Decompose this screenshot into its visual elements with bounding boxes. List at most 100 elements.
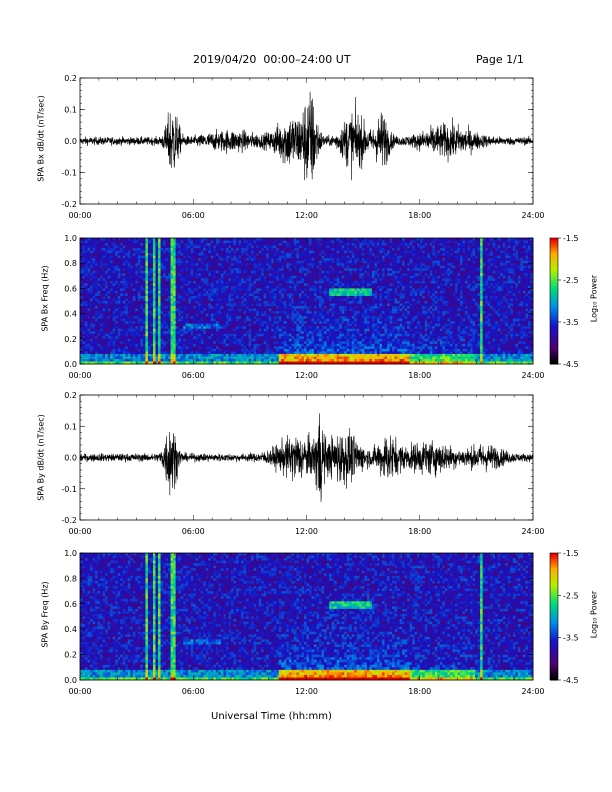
spectrogram-cell [85,293,88,297]
spectrogram-cell [246,338,250,342]
spectrogram-cell [223,306,227,309]
spectrogram-cell [301,278,305,282]
spectrogram-cell [137,260,141,264]
spectrogram-cell [233,343,237,347]
spectrogram-cell [208,346,212,350]
spectrogram-cell [97,308,101,312]
spectrogram-cell [102,283,106,287]
spectrogram-cell [165,326,169,330]
spectrogram-cell [236,358,239,362]
spectrogram-cell [188,298,192,302]
spectrogram-cell [188,323,192,327]
spectrogram-cell [87,326,91,330]
spectrogram-cell [238,243,242,246]
spectrogram-cell [283,280,287,284]
spectrogram-cell [198,306,202,309]
spectrogram-cell [150,341,154,345]
spectrogram-cell [125,243,129,246]
spectrogram-cell [145,361,149,365]
spectrogram-cell [132,268,136,272]
spectrogram-cell [165,245,169,249]
spectrogram-cell [228,358,232,362]
spectrogram-cell [102,248,106,251]
spectrogram-cell [243,293,247,297]
spectrogram-cell [165,253,169,257]
spectrogram-cell [251,358,255,362]
spectrogram-cell [263,333,267,337]
spectrogram-cell [132,316,136,320]
spectrogram-cell [231,275,234,279]
spectrogram-cell [100,338,104,342]
spectrogram-cell [286,356,290,360]
spectrogram-cell [82,338,86,342]
spectrogram-cell [283,346,287,350]
spectrogram-cell [271,298,275,302]
spectrogram-cell [231,341,234,345]
spectrogram-cell [193,341,197,345]
spectrogram-cell [243,250,247,254]
spectrogram-cell [293,295,297,299]
spectrogram-cell [117,273,121,277]
spectrogram-cell [283,253,287,257]
spectrogram-cell [183,338,187,342]
spectrogram-cell [125,333,129,337]
spectrogram-cell [215,343,219,347]
spectrogram-cell [314,353,317,357]
spectrogram-cell [140,323,144,327]
spectrogram-cell [195,238,199,241]
spectrogram-cell [256,285,260,289]
spectrogram-cell [80,248,83,251]
spectrogram-cell [190,346,194,350]
spectrogram-cell [145,288,149,292]
spectrogram-cell [281,290,285,294]
spectrogram-cell [102,268,106,272]
spectrogram-cell [107,316,111,320]
spectrogram-cell [321,303,325,307]
spectrogram-cell [127,333,131,337]
spectrogram-cell [188,301,192,304]
spectrogram-cell [158,303,161,307]
spectrogram-cell [122,328,126,332]
spectrogram-cell [296,306,300,309]
spectrogram-cell [316,238,320,241]
spectrogram-cell [223,353,227,357]
spectrogram-cell [266,321,270,325]
spectrogram-cell [251,243,255,246]
spectrogram-cell [248,306,252,309]
spectrogram-cell [163,253,166,257]
spectrogram-cell [110,268,114,272]
spectrogram-cell [117,358,121,362]
spectrogram-cell [100,250,104,254]
spectrogram-cell [253,298,257,302]
spectrogram-cell [117,311,121,314]
spectrogram-cell [246,306,250,309]
spectrogram-cell [112,318,116,322]
spectrogram-cell [258,348,262,352]
spectrogram-cell [178,255,182,259]
spectrogram-cell [316,306,320,309]
spectrogram-cell [125,346,129,350]
spectrogram-cell [130,313,134,317]
spectrogram-cell [296,321,300,325]
spectrogram-cell [152,255,156,259]
spectrogram-cell [223,331,227,335]
spectrogram-cell [291,270,295,274]
spectrogram-cell [100,263,104,267]
spectrogram-cell [281,316,285,320]
spectrogram-cell [140,253,144,257]
spectrogram-cell [163,285,166,289]
spectrogram-cell [140,290,144,294]
spectrogram-cell [190,260,194,264]
spectrogram-cell [155,331,159,335]
spectrogram-cell [306,313,310,317]
spectrogram-cell [110,270,114,274]
spectrogram-cell [283,361,287,365]
spectrogram-cell [193,351,197,355]
spectrogram-cell [288,243,292,246]
spectrogram-cell [180,338,184,342]
spectrogram-cell [248,323,252,327]
spectrogram-cell [85,353,88,357]
spectrogram-cell [130,268,134,272]
spectrogram-cell [190,275,194,279]
spectrogram-cell [243,270,247,274]
